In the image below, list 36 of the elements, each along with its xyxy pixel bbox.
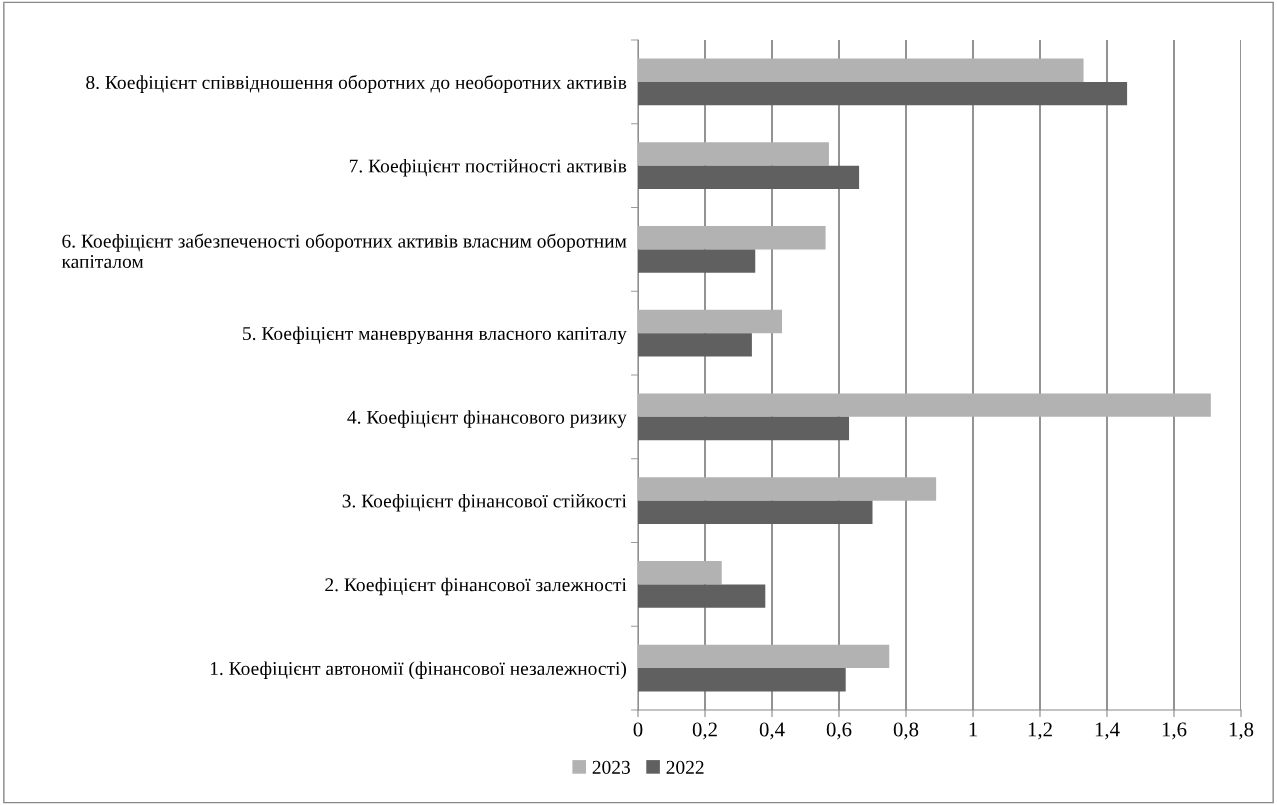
x-tick-label: 0,2 <box>692 722 717 740</box>
y-tick-label: 6. Коефіцієнт забезпеченості оборотних активів власним оборотним капіталом <box>61 233 627 269</box>
bar <box>638 249 756 273</box>
x-tick-label: 1,4 <box>1095 722 1120 740</box>
bar <box>638 309 783 334</box>
x-tick-label: 0 <box>633 722 643 737</box>
y-tick-label: 2. Коефіцієнт фінансової залежності <box>325 577 627 596</box>
y-tick-label: 5. Коефіцієнт маневрування власного капіталу <box>243 326 627 345</box>
y-tick-label: 3. Коефіцієнт фінансової стійкості <box>342 493 627 512</box>
x-tick-label: 1,6 <box>1162 722 1187 740</box>
bar <box>638 393 1211 417</box>
bar <box>638 58 1084 82</box>
x-tick-label: 0,8 <box>893 722 919 740</box>
x-tick-label: 0,4 <box>759 722 785 740</box>
y-tick-label: 8. Коефіцієнт співвідношення оборотних до необоротних активів <box>86 74 627 93</box>
bar <box>638 416 850 441</box>
x-tick-label: 1 <box>969 722 977 737</box>
bar <box>638 225 826 250</box>
bar <box>638 165 860 190</box>
bar <box>638 644 890 669</box>
bar <box>638 500 873 525</box>
y-tick-label: 4. Коефіцієнт фінансового ризику <box>347 410 627 428</box>
y-tick-label: 7. Коефіцієнт постійності активів <box>349 158 627 177</box>
legend-label: 2023 <box>592 760 630 774</box>
bar <box>638 560 722 585</box>
x-tick-label: 1,8 <box>1229 722 1254 740</box>
x-tick-label: 1,2 <box>1028 722 1052 740</box>
bar <box>638 142 829 166</box>
legend-label: 2022 <box>666 760 704 774</box>
y-tick-label: 1. Коефіцієнт автономії (фінансової незалежності) <box>210 661 627 680</box>
x-tick-label: 0,6 <box>826 722 852 740</box>
bar <box>638 584 766 608</box>
bar <box>638 477 937 501</box>
bar <box>638 81 1128 106</box>
bar <box>638 668 846 692</box>
bar <box>638 333 752 357</box>
